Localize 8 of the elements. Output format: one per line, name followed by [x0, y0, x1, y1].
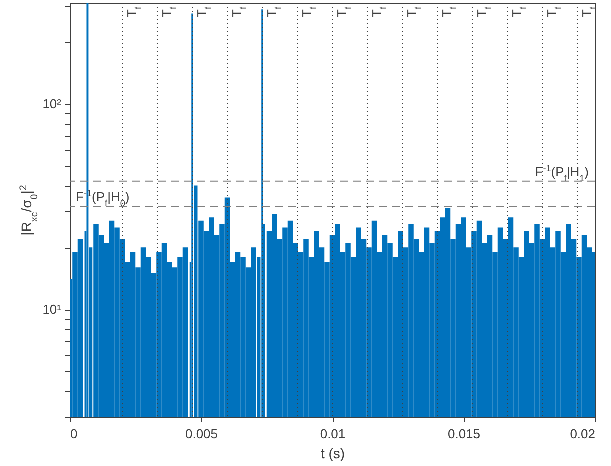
y-tick-label: 10¹	[42, 302, 62, 318]
x-tick-label: 0.01	[320, 426, 346, 442]
y-tick-label: 10²	[42, 96, 62, 112]
x-tick-label: 0	[70, 426, 78, 442]
x-tick-label: 0.005	[185, 426, 218, 442]
x-tick-label: 0.02	[570, 426, 596, 442]
x-tick-label: 0.015	[448, 426, 481, 442]
x-axis-title: t (s)	[320, 446, 346, 462]
